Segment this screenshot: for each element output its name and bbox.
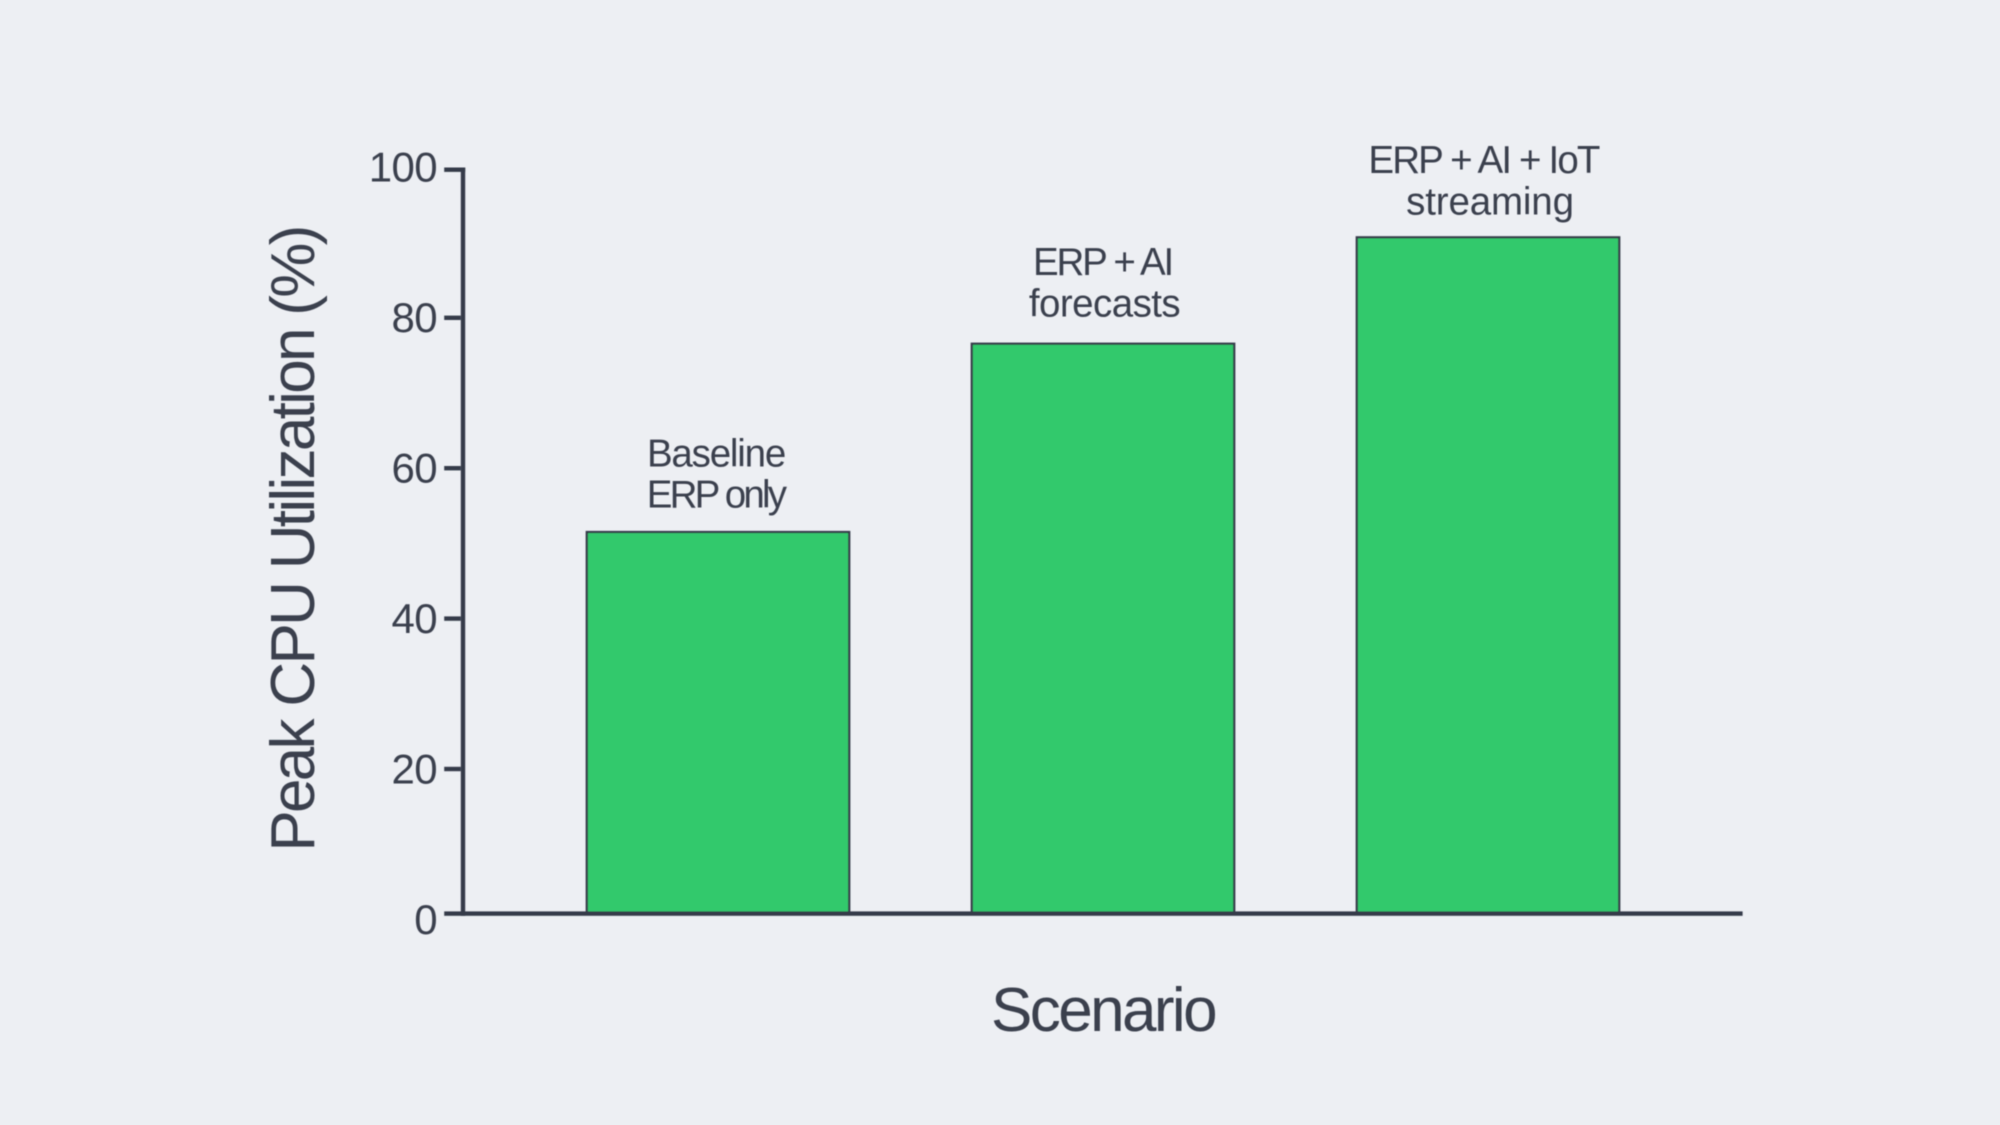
svg-text:40: 40 xyxy=(391,595,437,642)
svg-text:80: 80 xyxy=(391,294,437,341)
svg-text:ERP + AI: ERP + AI xyxy=(1033,241,1172,284)
svg-text:streaming: streaming xyxy=(1406,180,1574,223)
svg-text:100: 100 xyxy=(369,143,437,190)
svg-text:20: 20 xyxy=(391,746,437,793)
svg-text:0: 0 xyxy=(414,896,437,943)
svg-text:Scenario: Scenario xyxy=(991,976,1215,1045)
svg-text:ERP only: ERP only xyxy=(647,474,788,517)
svg-text:60: 60 xyxy=(391,445,437,492)
svg-text:forecasts: forecasts xyxy=(1029,282,1180,325)
svg-text:Peak CPU Utilization (%): Peak CPU Utilization (%) xyxy=(259,227,328,851)
svg-text:ERP + AI + IoT: ERP + AI + IoT xyxy=(1368,139,1600,182)
svg-text:Baseline: Baseline xyxy=(647,432,785,475)
